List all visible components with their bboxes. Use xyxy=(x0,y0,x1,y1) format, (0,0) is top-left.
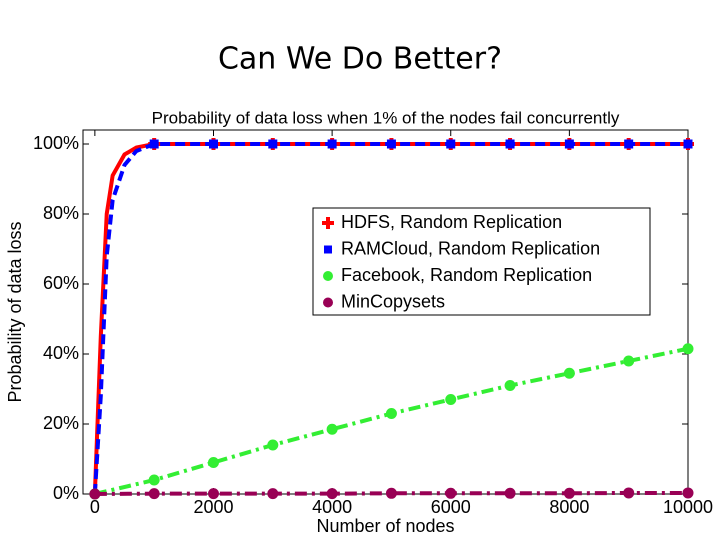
x-tick-label: 10000 xyxy=(663,497,713,517)
marker xyxy=(386,139,396,149)
marker xyxy=(208,139,218,149)
legend-label: HDFS, Random Replication xyxy=(341,212,562,232)
marker xyxy=(624,139,634,149)
x-tick-label: 8000 xyxy=(549,497,589,517)
marker xyxy=(326,423,338,435)
legend-marker xyxy=(324,245,332,254)
series-line xyxy=(92,142,688,495)
marker xyxy=(267,488,279,500)
marker xyxy=(149,139,159,149)
x-tick-label: 2000 xyxy=(193,497,233,517)
marker xyxy=(682,343,694,355)
marker xyxy=(207,488,219,500)
x-tick-label: 6000 xyxy=(431,497,471,517)
marker xyxy=(267,439,279,451)
y-tick-label: 60% xyxy=(43,273,79,293)
marker xyxy=(505,139,515,149)
marker xyxy=(207,457,219,468)
legend-marker xyxy=(323,297,333,308)
marker xyxy=(445,487,457,499)
marker xyxy=(326,488,338,500)
legend-entry: HDFS, Random Replication xyxy=(322,212,562,232)
marker xyxy=(148,488,160,500)
marker xyxy=(385,487,397,499)
x-tick-label: 4000 xyxy=(312,497,352,517)
slide-title: Can We Do Better? xyxy=(218,42,502,77)
marker xyxy=(564,139,574,149)
y-tick-label: 20% xyxy=(43,413,79,433)
marker xyxy=(385,408,397,419)
marker xyxy=(504,380,516,391)
series-line xyxy=(94,490,688,496)
marker xyxy=(327,139,337,149)
marker xyxy=(148,474,160,486)
marker xyxy=(623,355,635,367)
x-axis-label: Number of nodes xyxy=(316,516,454,536)
marker xyxy=(446,139,456,149)
marker xyxy=(623,487,635,499)
y-tick-label: 80% xyxy=(43,203,79,223)
legend-label: Facebook, Random Replication xyxy=(341,265,592,285)
legend-entry: MinCopysets xyxy=(323,291,445,311)
marker xyxy=(563,487,575,499)
marker xyxy=(683,139,693,149)
chart-title: Probability of data loss when 1% of the … xyxy=(152,108,620,127)
y-axis-label: Probability of data loss xyxy=(5,221,25,402)
legend-marker xyxy=(323,271,333,281)
marker xyxy=(89,488,101,500)
marker xyxy=(268,139,278,149)
legend-label: RAMCloud, Random Replication xyxy=(341,238,600,258)
y-tick-label: 100% xyxy=(33,133,79,153)
y-tick-label: 40% xyxy=(43,343,79,363)
x-tick-label: 0 xyxy=(90,497,100,517)
legend-entry: Facebook, Random Replication xyxy=(323,265,592,285)
marker xyxy=(682,487,694,499)
y-tick-label: 0% xyxy=(53,483,79,503)
marker xyxy=(504,487,516,499)
legend-box xyxy=(312,207,651,316)
legend-entry: RAMCloud, Random Replication xyxy=(324,238,600,258)
marker xyxy=(563,367,575,379)
legend-marker xyxy=(322,217,334,229)
legend-label: MinCopysets xyxy=(341,291,445,311)
marker xyxy=(445,394,457,405)
